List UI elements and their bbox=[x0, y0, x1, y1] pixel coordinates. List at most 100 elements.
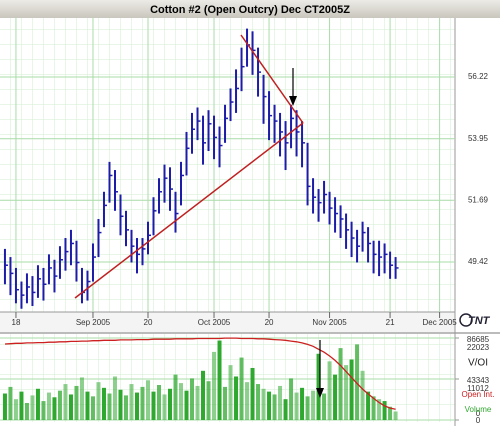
chart-title: Cotton #2 (Open Outcry) Dec CT2005Z bbox=[150, 4, 350, 16]
volume-bar bbox=[338, 348, 343, 420]
x-tick-label: Sep 2005 bbox=[76, 318, 111, 327]
volume-bar bbox=[101, 387, 106, 420]
volume-bar bbox=[316, 353, 321, 420]
y-tick-label: 0 bbox=[476, 409, 481, 418]
volume-bar bbox=[377, 399, 382, 420]
volume-bar bbox=[63, 384, 68, 420]
logo: TNT bbox=[468, 315, 491, 327]
volume-bar bbox=[74, 385, 79, 420]
y-tick-label: 49.42 bbox=[468, 257, 489, 266]
volume-bar bbox=[85, 391, 90, 420]
title-bar bbox=[0, 0, 500, 18]
volume-bar bbox=[107, 393, 112, 420]
y-tick-label: 53.95 bbox=[468, 134, 489, 143]
volume-bar bbox=[272, 394, 277, 420]
price-panel: 49.42 51.69 53.95 56.22 18 Sep 2005 20 Oct 2005… bbox=[0, 18, 489, 327]
volume-bar bbox=[212, 351, 217, 420]
volume-bar bbox=[278, 385, 283, 420]
volume-bar bbox=[256, 384, 261, 420]
volume-bar bbox=[201, 370, 206, 420]
x-tick-label: 20 bbox=[144, 318, 153, 327]
logo-mark bbox=[459, 313, 473, 327]
volume-bar bbox=[245, 382, 250, 420]
volume-bar bbox=[35, 388, 40, 420]
volume-bar bbox=[8, 386, 13, 420]
volume-bar bbox=[393, 411, 398, 420]
volume-bar bbox=[41, 401, 46, 420]
volume-bar bbox=[333, 374, 338, 420]
volume-bar bbox=[190, 378, 195, 420]
volume-bar bbox=[283, 399, 288, 420]
y-tick-label: 56.22 bbox=[468, 72, 489, 81]
volume-bar bbox=[344, 365, 349, 420]
volume-bar bbox=[382, 401, 387, 420]
volume-bar bbox=[371, 396, 376, 420]
volume-grid bbox=[0, 334, 455, 422]
volume-bar bbox=[2, 393, 7, 420]
volume-bar bbox=[46, 392, 51, 420]
volume-bar bbox=[388, 406, 393, 420]
x-tick-label: Dec 2005 bbox=[422, 318, 457, 327]
volume-bar bbox=[68, 394, 73, 420]
volume-bar bbox=[294, 392, 299, 420]
x-tick-label: 20 bbox=[265, 318, 274, 327]
volume-bar bbox=[261, 388, 266, 420]
volume-bar bbox=[57, 390, 62, 420]
volume-bar bbox=[162, 394, 167, 420]
arrow-head bbox=[316, 388, 324, 398]
volume-bar bbox=[134, 392, 139, 420]
volume-bar bbox=[234, 376, 239, 420]
volume-bar bbox=[173, 374, 178, 420]
volume-bar bbox=[355, 344, 360, 420]
y-tick-label: 51.69 bbox=[468, 195, 489, 204]
arrow-head bbox=[289, 96, 297, 106]
volume-bar bbox=[228, 365, 233, 420]
annotations bbox=[74, 34, 324, 398]
volume-bar bbox=[168, 388, 173, 420]
y2-tick-label: 22023 bbox=[467, 343, 490, 352]
volume-bar bbox=[24, 402, 29, 420]
volume-bar bbox=[206, 381, 211, 420]
volume-bar bbox=[19, 391, 24, 420]
y2-tick-label: 11012 bbox=[467, 384, 489, 393]
legend-entry: Open Int. bbox=[462, 390, 495, 399]
volume-bar bbox=[366, 391, 371, 420]
volume-bar bbox=[123, 395, 128, 420]
volume-bar bbox=[267, 391, 272, 420]
panel-label: V/OI bbox=[468, 358, 488, 369]
volume-bar bbox=[250, 367, 255, 420]
volume-bar bbox=[179, 383, 184, 420]
volume-bar bbox=[195, 385, 200, 420]
price-grid bbox=[0, 18, 455, 312]
volume-bar bbox=[184, 390, 189, 420]
volume-bar bbox=[52, 397, 57, 420]
volume-bar bbox=[151, 391, 156, 420]
y-tick-label: 43343 bbox=[467, 376, 490, 385]
volume-bar bbox=[157, 384, 162, 420]
volume-bar bbox=[90, 396, 95, 420]
volume-bar bbox=[360, 370, 365, 420]
volume-bar bbox=[96, 382, 101, 420]
volume-bar bbox=[118, 389, 123, 420]
y-tick-label: 86685 bbox=[467, 335, 490, 344]
volume-bar bbox=[145, 380, 150, 420]
volume-bar bbox=[223, 386, 228, 420]
volume-bar bbox=[300, 387, 305, 420]
volume-bar bbox=[322, 393, 327, 420]
legend-entry: Volume bbox=[465, 405, 492, 414]
x-tick-label: Oct 2005 bbox=[198, 318, 231, 327]
volume-bar bbox=[30, 395, 35, 420]
volume-bar bbox=[239, 357, 244, 420]
volume-bar bbox=[112, 376, 117, 420]
trend-line bbox=[74, 122, 304, 299]
x-tick-label: Nov 2005 bbox=[312, 318, 347, 327]
x-tick-label: 18 bbox=[12, 318, 21, 327]
volume-bar bbox=[140, 386, 145, 420]
x-axis-band bbox=[0, 312, 455, 332]
volume-bar bbox=[129, 384, 134, 420]
volume-bar bbox=[349, 359, 354, 420]
trend-line bbox=[240, 34, 304, 124]
volume-bar bbox=[305, 396, 310, 420]
volume-bar bbox=[289, 378, 294, 420]
